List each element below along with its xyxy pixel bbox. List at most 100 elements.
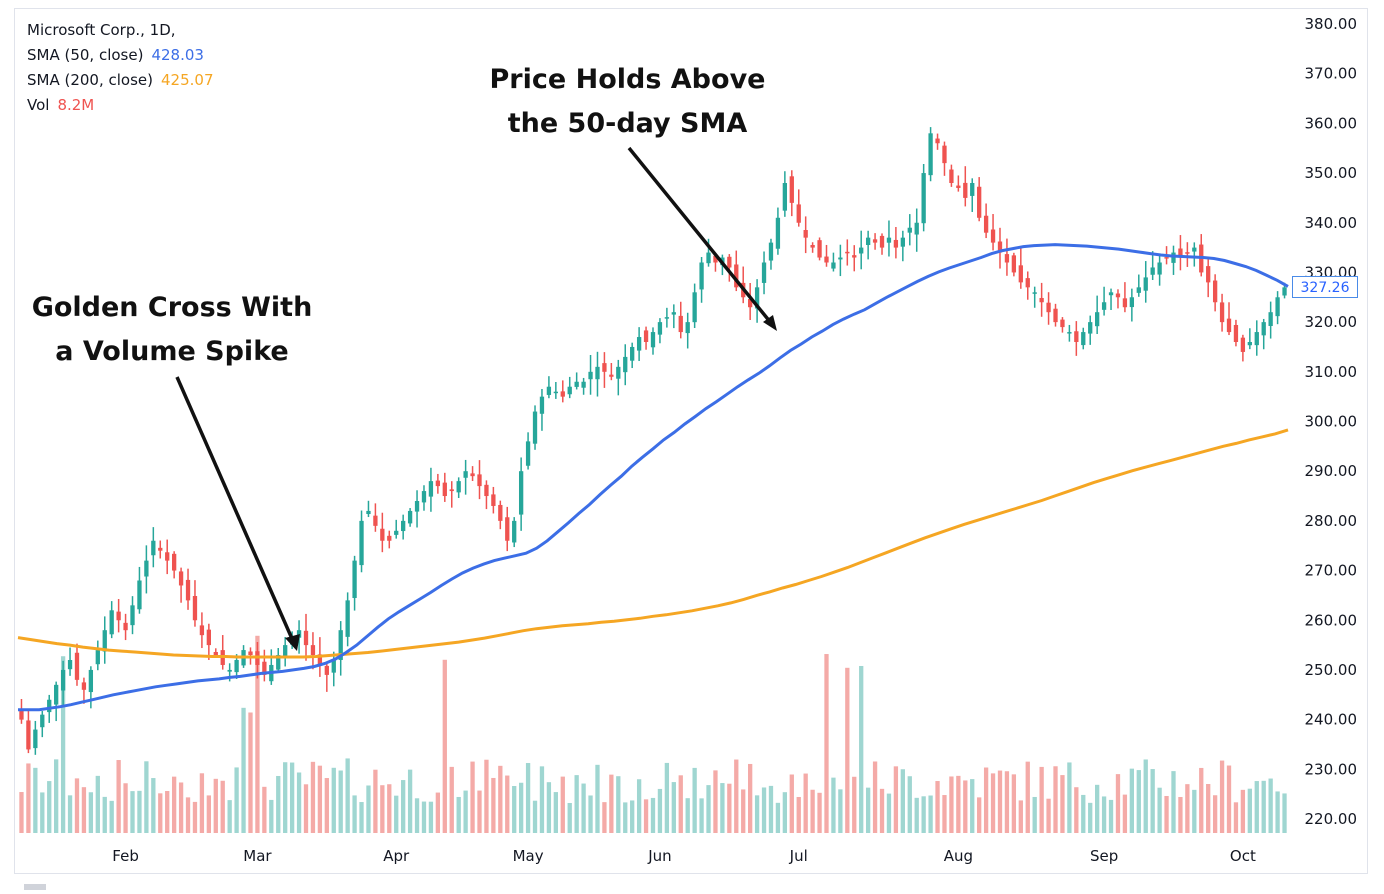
candle (338, 621, 343, 676)
volume-bar (845, 667, 850, 833)
candle-body (1143, 277, 1148, 291)
volume-bar (1018, 800, 1023, 833)
candle-body (789, 176, 794, 203)
annotation-arrows (175, 146, 777, 651)
y-tick-label: 230.00 (1305, 760, 1358, 778)
legend-sma50[interactable]: SMA (50, close) 428.03 (27, 45, 204, 65)
candle (470, 466, 475, 482)
candle-body (748, 298, 753, 308)
candle-body (144, 560, 149, 577)
volume-bar (227, 800, 232, 833)
candle-body (394, 530, 399, 535)
candle-body (1192, 247, 1197, 252)
candle-body (81, 682, 87, 690)
candle (1108, 288, 1114, 311)
volume-bar (949, 776, 954, 833)
candle (373, 503, 378, 532)
candle (886, 220, 892, 257)
volume-bar (1046, 798, 1051, 833)
candle (664, 307, 670, 328)
candle (1088, 315, 1093, 345)
volume-bar (449, 766, 454, 833)
volume-bar (116, 760, 121, 833)
candle-body (796, 204, 801, 223)
candle (942, 141, 947, 176)
volume-bar (40, 792, 45, 833)
candle (456, 477, 461, 498)
volume-bar (775, 802, 781, 833)
candle-body (505, 517, 510, 541)
volume-bar (1240, 789, 1246, 833)
volume-bar (956, 775, 961, 833)
candle-body (734, 264, 739, 288)
candle-body (276, 655, 281, 670)
candle-body (768, 242, 774, 261)
candle (872, 233, 878, 250)
candle-body (151, 540, 156, 556)
volume-bar (977, 797, 982, 833)
candle-body (1129, 297, 1135, 308)
candle-body (401, 520, 406, 532)
volume-bar (748, 763, 753, 833)
candle-body (1011, 255, 1017, 273)
price-chart[interactable]: 220.00 230.00 240.00 250.00 260.00 270.00 280.… (15, 9, 1367, 873)
legend-sma200[interactable]: SMA (200, close) 425.07 (27, 70, 214, 90)
volume-bar (560, 776, 565, 833)
candle-body (539, 396, 545, 414)
candle-body (317, 654, 323, 665)
volume-bar (484, 759, 489, 833)
candle-body (671, 312, 676, 315)
candle-body (74, 652, 80, 680)
volume-bar (512, 786, 517, 833)
volume-bar (255, 635, 260, 833)
candle-body (338, 630, 343, 660)
candle-body (838, 257, 843, 260)
price-arrow-head (763, 315, 777, 331)
volume-bar (1025, 761, 1030, 833)
candle (852, 245, 857, 272)
candle (838, 244, 843, 277)
volume-bar (1081, 794, 1086, 833)
candle-body (553, 391, 558, 394)
volume-bar (109, 800, 114, 833)
x-axis: Feb Mar Apr May Jun Jul Aug Sep Oct (112, 847, 1256, 865)
candle-body (588, 371, 593, 380)
x-tick-label: Aug (944, 847, 973, 865)
candle-body (47, 699, 52, 713)
candle (1004, 238, 1010, 276)
candle (796, 189, 801, 227)
candle-body (387, 535, 392, 541)
volume-bar (67, 795, 73, 833)
y-tick-label: 290.00 (1305, 462, 1358, 480)
candle-body (1136, 287, 1141, 293)
candle-body (664, 317, 670, 319)
candle-body (324, 665, 329, 675)
volume-bar (1011, 774, 1017, 833)
candle-body (560, 391, 565, 397)
last-price-tag: 327.26 (1292, 276, 1358, 298)
candle-body (1095, 312, 1100, 327)
volume-bar (1157, 787, 1162, 833)
candle (685, 312, 690, 349)
candle (359, 510, 364, 573)
candle (165, 539, 170, 575)
candle (845, 239, 850, 266)
candle-body (963, 182, 968, 198)
candle-body (449, 489, 454, 492)
candle (199, 612, 205, 649)
candle-body (491, 494, 496, 506)
candle (26, 710, 31, 754)
candle-body (130, 605, 135, 626)
candle (88, 666, 94, 709)
volume-bar (47, 781, 52, 833)
volume-bar (636, 779, 642, 833)
candle-body (893, 239, 899, 248)
candle-body (831, 262, 836, 269)
candle (1095, 295, 1100, 334)
volume-bar (26, 763, 31, 833)
legend-volume[interactable]: Vol 8.2M (27, 95, 94, 115)
volume-bar (928, 795, 933, 833)
volume-bar (671, 782, 676, 833)
candle (67, 647, 73, 676)
y-tick-label: 220.00 (1305, 810, 1358, 828)
